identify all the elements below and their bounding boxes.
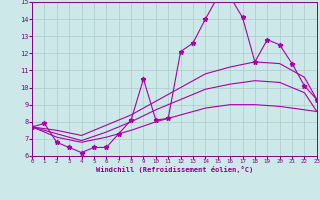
X-axis label: Windchill (Refroidissement éolien,°C): Windchill (Refroidissement éolien,°C) bbox=[96, 166, 253, 173]
